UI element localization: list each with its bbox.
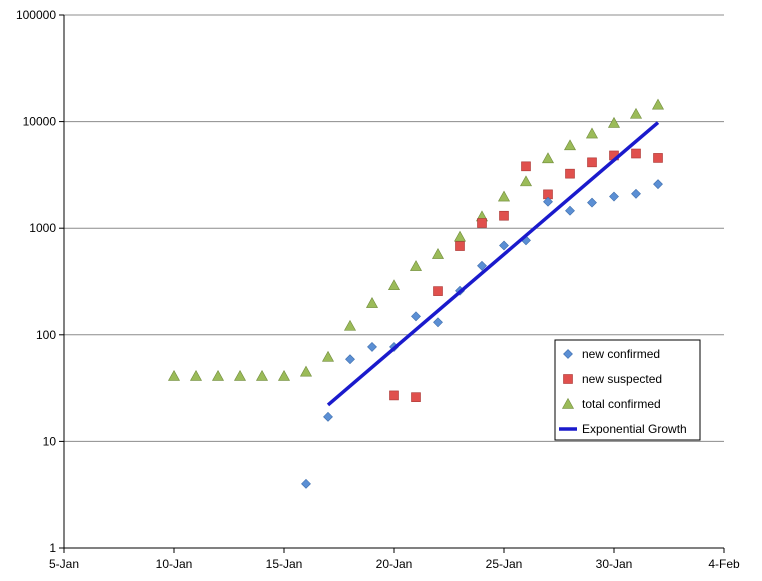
legend: new confirmed new suspected total confirme… <box>554 339 701 441</box>
x-tick-label: 30-Jan <box>596 557 633 571</box>
new-suspected-point <box>455 241 465 251</box>
legend-item-new-suspected: new suspected <box>563 372 662 386</box>
total-confirmed-point <box>519 175 533 187</box>
total-confirmed-point <box>167 369 181 381</box>
legend-swatch <box>561 397 575 409</box>
new-confirmed-point <box>477 260 487 271</box>
legend-item-total-confirmed: total confirmed <box>561 397 661 411</box>
new-suspected-point <box>565 168 575 179</box>
new-confirmed-point <box>631 188 641 199</box>
legend-swatch <box>563 349 573 359</box>
x-tick-label: 15-Jan <box>266 557 303 571</box>
new-suspected-point <box>521 161 531 172</box>
legend-item-new-confirmed: new confirmed <box>563 347 660 361</box>
new-confirmed-point <box>653 179 663 190</box>
total-confirmed-point <box>189 369 203 381</box>
total-confirmed-point <box>409 260 423 271</box>
new-suspected-point <box>411 392 421 402</box>
total-confirmed-point <box>541 152 555 164</box>
legend-item-exponential-growth: Exponential Growth <box>559 422 687 436</box>
new-confirmed-point <box>323 411 333 422</box>
new-confirmed-point <box>433 317 443 328</box>
series-total-confirmed <box>167 98 665 381</box>
new-confirmed-point <box>411 311 421 322</box>
total-confirmed-point <box>497 190 511 202</box>
total-confirmed-point <box>629 107 643 119</box>
legend-box <box>554 339 701 441</box>
exponential-growth-line <box>326 121 660 407</box>
total-confirmed-point <box>607 116 621 128</box>
x-tick-label: 5-Jan <box>49 557 79 571</box>
total-confirmed-point <box>343 319 357 331</box>
y-tick-label: 100000 <box>16 8 56 22</box>
legend-swatch <box>563 374 573 384</box>
total-confirmed-point <box>233 369 247 381</box>
legend-label: new suspected <box>582 372 662 386</box>
legend-label: total confirmed <box>582 397 661 411</box>
x-tick-label: 10-Jan <box>156 557 193 571</box>
total-confirmed-point <box>321 350 335 362</box>
y-tick-label: 1 <box>49 541 56 555</box>
new-confirmed-point <box>543 196 553 207</box>
new-confirmed-point <box>587 197 597 208</box>
new-confirmed-point <box>609 191 619 202</box>
legend-label: new confirmed <box>582 347 660 361</box>
new-suspected-point <box>499 210 509 221</box>
x-tick-label: 4-Feb <box>708 557 740 571</box>
total-confirmed-point <box>299 365 313 377</box>
y-axis-ticks: 1 10 100 1000 10000 100000 <box>16 8 64 555</box>
new-suspected-point <box>433 286 443 296</box>
new-confirmed-point <box>499 240 509 251</box>
total-confirmed-point <box>365 297 379 308</box>
new-confirmed-point <box>565 205 575 216</box>
new-confirmed-point <box>367 341 377 352</box>
y-tick-label: 10000 <box>23 115 57 129</box>
series-new-confirmed <box>301 179 663 489</box>
total-confirmed-point <box>255 369 269 381</box>
total-confirmed-point <box>387 279 401 291</box>
legend-label: Exponential Growth <box>582 422 687 436</box>
x-tick-label: 25-Jan <box>486 557 523 571</box>
new-suspected-point <box>477 218 487 228</box>
new-confirmed-point <box>301 478 311 489</box>
total-confirmed-point <box>651 98 665 110</box>
total-confirmed-point <box>585 127 599 139</box>
y-tick-label: 100 <box>36 328 56 342</box>
x-axis-ticks: 5-Jan 10-Jan 15-Jan 20-Jan 25-Jan 30-Jan 4-Feb <box>49 548 740 571</box>
new-suspected-point <box>653 153 663 163</box>
new-confirmed-point <box>345 354 355 365</box>
total-confirmed-point <box>453 230 467 242</box>
x-tick-label: 20-Jan <box>376 557 413 571</box>
new-suspected-point <box>587 157 597 168</box>
new-suspected-point <box>631 148 641 159</box>
total-confirmed-point <box>431 248 445 259</box>
total-confirmed-point <box>563 139 577 151</box>
y-tick-label: 1000 <box>29 221 56 235</box>
new-suspected-point <box>389 390 399 401</box>
y-tick-label: 10 <box>43 434 57 448</box>
total-confirmed-point <box>211 369 225 381</box>
total-confirmed-point <box>277 369 291 381</box>
series-exponential-growth <box>326 121 660 407</box>
series-layer <box>167 98 665 489</box>
